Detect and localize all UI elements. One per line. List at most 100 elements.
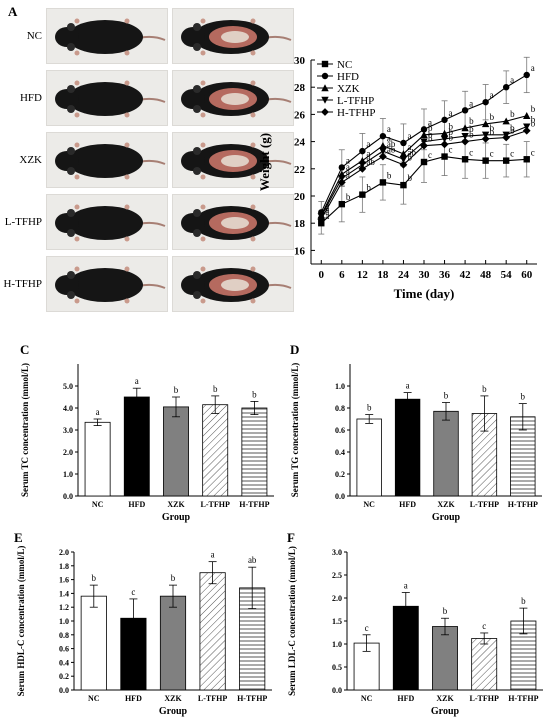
significance-letter: b xyxy=(469,116,474,126)
significance-letter: b xyxy=(443,606,448,616)
mouse-paw xyxy=(200,236,206,242)
significance-letter: b xyxy=(174,385,179,395)
y-axis-title: Serum TC concentration (mmol/L) xyxy=(20,363,30,497)
mouse-paw xyxy=(250,50,256,56)
y-tick-label: 16 xyxy=(294,245,306,257)
significance-letter: c xyxy=(131,587,135,597)
mouse-paw xyxy=(250,236,256,242)
mouse-ear xyxy=(67,167,75,175)
mouse-paw xyxy=(200,50,206,56)
y-tick-label: 0.8 xyxy=(335,404,345,413)
y-tick-label: 20 xyxy=(294,191,306,203)
y-tick-label: 0.2 xyxy=(59,672,69,681)
data-point xyxy=(317,215,326,224)
mouse-head xyxy=(181,275,205,295)
legend-label: XZK xyxy=(337,83,360,95)
significance-letter: c xyxy=(365,623,369,633)
y-tick-label: 3.0 xyxy=(332,548,342,557)
mouse-ear xyxy=(193,291,201,299)
data-point xyxy=(359,147,366,155)
significance-letter: b xyxy=(531,104,536,114)
y-tick-label: 1.8 xyxy=(59,562,69,571)
y-tick-label: 28 xyxy=(294,82,306,94)
significance-letter: a xyxy=(387,124,391,134)
category-label: XZK xyxy=(164,694,182,703)
data-point xyxy=(461,156,469,163)
data-point xyxy=(318,220,325,227)
significance-letter: ab xyxy=(387,139,396,149)
significance-letter: a xyxy=(346,155,350,165)
data-point xyxy=(482,98,489,106)
mouse-paw xyxy=(124,266,130,272)
data-point xyxy=(399,150,408,158)
significance-letter: ab xyxy=(248,555,257,565)
category-label: H-TFHP xyxy=(239,500,269,509)
data-point xyxy=(420,141,428,150)
mouse-ear xyxy=(67,147,75,155)
panel-label-c: C xyxy=(20,342,30,357)
significance-letter: b xyxy=(510,123,515,133)
mouse-ear xyxy=(67,271,75,279)
mouse-paw xyxy=(124,80,130,86)
mouse-paw xyxy=(74,142,80,148)
x-tick-label: 6 xyxy=(339,269,345,281)
significance-letter: b xyxy=(482,384,487,394)
significance-letter: b xyxy=(490,112,495,122)
y-axis-title: Serum TG concentration (mmol/L) xyxy=(290,363,300,498)
significance-letter: b xyxy=(521,596,526,606)
y-tick-label: 0.0 xyxy=(63,492,73,501)
bar-xzk xyxy=(433,410,459,497)
mouse-body xyxy=(67,144,143,178)
mouse-ear xyxy=(193,85,201,93)
mouse-dorsal-photo xyxy=(46,70,168,126)
bar-nc xyxy=(80,595,107,691)
mouse-paw xyxy=(200,112,206,118)
bar-hfd xyxy=(394,398,421,497)
data-point xyxy=(502,157,510,164)
y-tick-label: 0.6 xyxy=(335,426,345,435)
significance-letter: ab xyxy=(366,157,375,167)
category-label: L-TFHP xyxy=(470,500,499,509)
bar-xzk xyxy=(159,595,187,691)
x-tick-label: 12 xyxy=(357,269,369,281)
data-point xyxy=(523,112,531,119)
data-point xyxy=(400,181,407,189)
category-label: H-TFHP xyxy=(508,500,538,509)
photo-group-label: HFD xyxy=(19,92,42,104)
data-point xyxy=(379,179,387,186)
bar-xzk xyxy=(163,406,189,497)
mouse-paw xyxy=(250,80,256,86)
category-label: HFD xyxy=(397,694,414,703)
significance-letter: b xyxy=(449,127,454,137)
legend-label: HFD xyxy=(337,71,359,83)
category-label: NC xyxy=(363,500,375,509)
mouse-paw xyxy=(74,18,80,24)
data-point xyxy=(461,132,469,140)
y-tick-label: 0.0 xyxy=(332,686,342,695)
significance-letter: b xyxy=(449,121,454,131)
y-tick-label: 3.0 xyxy=(63,426,73,435)
significance-letter: b xyxy=(449,132,454,142)
x-tick-label: 54 xyxy=(501,269,513,281)
significance-letter: a xyxy=(325,211,329,221)
mouse-body xyxy=(67,20,143,54)
mouse-dissected-photo xyxy=(172,256,294,312)
legend-marker xyxy=(321,72,329,80)
photo-group-label: XZK xyxy=(19,154,42,166)
bar-hfd xyxy=(392,605,419,691)
significance-letter: b xyxy=(490,123,495,133)
mouse-paw xyxy=(250,204,256,210)
significance-letter: c xyxy=(428,150,432,160)
mouse-ear xyxy=(193,23,201,31)
mouse-head xyxy=(55,27,79,47)
mouse-paw xyxy=(74,236,80,242)
panel-label-d: D xyxy=(290,342,300,357)
x-tick-label: 36 xyxy=(439,269,451,281)
significance-letter: b xyxy=(387,170,392,180)
mouse-dissected-photo xyxy=(172,132,294,188)
mouse-ear xyxy=(67,85,75,93)
category-label: L-TFHP xyxy=(470,694,499,703)
mouse-ear xyxy=(193,271,201,279)
category-label: NC xyxy=(92,500,104,509)
y-tick-label: 30 xyxy=(294,55,306,67)
